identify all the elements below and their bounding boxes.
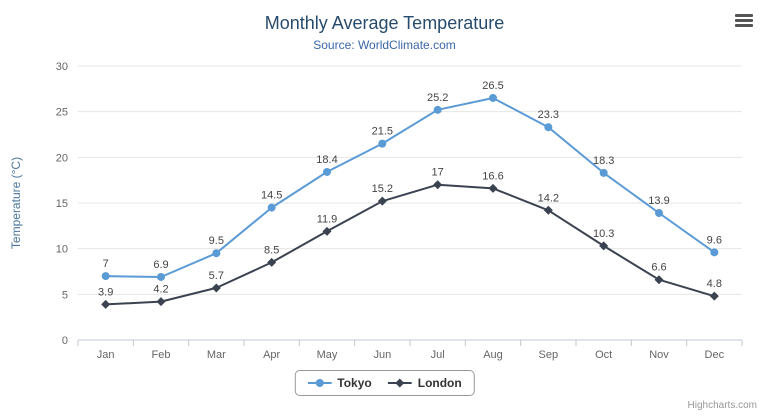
legend-diamond-marker-icon: [387, 378, 412, 388]
circle-marker[interactable]: [212, 249, 221, 258]
hamburger-menu-icon: [735, 24, 753, 27]
circle-marker: [315, 379, 324, 387]
x-axis-label: May: [317, 349, 338, 361]
circle-marker[interactable]: [433, 105, 442, 114]
circle-marker[interactable]: [101, 272, 110, 281]
diamond-marker[interactable]: [267, 257, 277, 267]
legend: Tokyo London: [294, 370, 475, 396]
legend-item-london[interactable]: London: [387, 376, 462, 390]
data-label-tokyo: 18.3: [593, 155, 614, 167]
y-axis-label: 30: [56, 61, 68, 73]
x-axis-label: Jun: [373, 349, 391, 361]
x-axis-label: Jul: [431, 349, 445, 361]
data-label-london: 11.9: [317, 213, 338, 225]
circle-marker[interactable]: [378, 139, 387, 148]
series-line-london: [105, 183, 715, 306]
circle-marker[interactable]: [544, 123, 553, 132]
x-axis-label: Aug: [483, 349, 503, 361]
diamond-marker[interactable]: [322, 226, 332, 236]
circle-marker[interactable]: [599, 168, 608, 177]
y-axis-label: 5: [62, 289, 68, 301]
y-axis-label: 15: [56, 198, 68, 210]
x-axis-label: Feb: [152, 349, 171, 361]
context-menu-button[interactable]: [733, 12, 755, 29]
data-label-london: 4.8: [707, 278, 722, 290]
diamond-marker[interactable]: [709, 291, 719, 301]
x-axis-label: Oct: [595, 349, 612, 361]
diamond-marker[interactable]: [377, 196, 387, 206]
circle-marker[interactable]: [157, 272, 165, 281]
hamburger-menu-icon: [735, 14, 753, 17]
circle-marker[interactable]: [489, 93, 497, 102]
x-axis-label: Jan: [97, 349, 115, 361]
data-label-london: 10.3: [593, 228, 614, 240]
data-label-london: 17: [432, 167, 444, 179]
legend-item-tokyo[interactable]: Tokyo: [307, 376, 372, 390]
y-axis-label: 20: [56, 152, 68, 164]
data-label-tokyo: 9.6: [707, 234, 722, 246]
gridlines: [78, 65, 742, 295]
data-label-tokyo: 23.3: [538, 109, 559, 121]
circle-marker[interactable]: [267, 203, 276, 212]
data-label-london: 6.6: [651, 262, 666, 274]
chart-title: Monthly Average Temperature: [265, 13, 504, 33]
data-label-london: 3.9: [98, 286, 113, 298]
x-axis-label: Mar: [207, 349, 226, 361]
diamond-marker[interactable]: [211, 283, 221, 293]
circle-marker[interactable]: [710, 248, 719, 257]
data-label-london: 14.2: [538, 192, 559, 204]
hamburger-menu-icon: [735, 19, 753, 22]
data-label-tokyo: 9.5: [209, 235, 224, 247]
x-axis-label: Sep: [539, 349, 559, 361]
diamond-marker: [395, 378, 405, 388]
data-label-tokyo: 7: [103, 258, 109, 270]
y-axis-label: 0: [62, 335, 68, 347]
legend-label: Tokyo: [337, 376, 372, 390]
axes: 0 5 10 15 20 25 30 Jan Feb Mar Apr May Jun Jul Aug Sep O…: [56, 61, 743, 361]
data-label-tokyo: 21.5: [372, 126, 393, 138]
diamond-marker[interactable]: [654, 275, 664, 285]
data-label-london: 16.6: [482, 170, 503, 182]
y-axis-title: Temperature (°C): [9, 157, 23, 249]
x-axis-label: Dec: [705, 349, 725, 361]
data-label-london: 4.2: [153, 284, 168, 296]
circle-marker[interactable]: [655, 209, 663, 218]
data-label-tokyo: 26.5: [482, 80, 503, 92]
data-label-tokyo: 13.9: [648, 195, 669, 207]
legend-label: London: [417, 376, 462, 390]
data-label-tokyo: 14.5: [261, 190, 282, 202]
series-line-tokyo: [105, 97, 715, 278]
diamond-marker[interactable]: [599, 241, 609, 251]
data-label-london: 15.2: [372, 183, 393, 195]
data-label-london: 8.5: [264, 244, 279, 256]
y-axis-label: 10: [56, 244, 68, 256]
series: 7 6.9 9.5 14.5 18.4 21.5 25.2 26.5 23.3 18.3 13.9 9…: [98, 80, 722, 309]
data-label-london: 5.7: [209, 270, 224, 282]
diamond-marker[interactable]: [101, 299, 111, 309]
chart-subtitle: Source: WorldClimate.com: [313, 38, 456, 52]
legend-circle-marker-icon: [307, 379, 332, 387]
data-label-tokyo: 18.4: [316, 154, 337, 166]
diamond-marker[interactable]: [433, 180, 443, 190]
y-axis-label: 25: [56, 107, 68, 119]
credits-link[interactable]: Highcharts.com: [688, 400, 757, 411]
circle-marker[interactable]: [323, 167, 331, 176]
diamond-marker[interactable]: [488, 183, 498, 193]
diamond-marker[interactable]: [156, 297, 166, 307]
x-axis-label: Apr: [263, 349, 280, 361]
diamond-marker[interactable]: [543, 205, 553, 215]
x-axis-label: Nov: [649, 349, 669, 361]
data-label-tokyo: 6.9: [153, 259, 168, 271]
data-label-tokyo: 25.2: [427, 92, 448, 104]
